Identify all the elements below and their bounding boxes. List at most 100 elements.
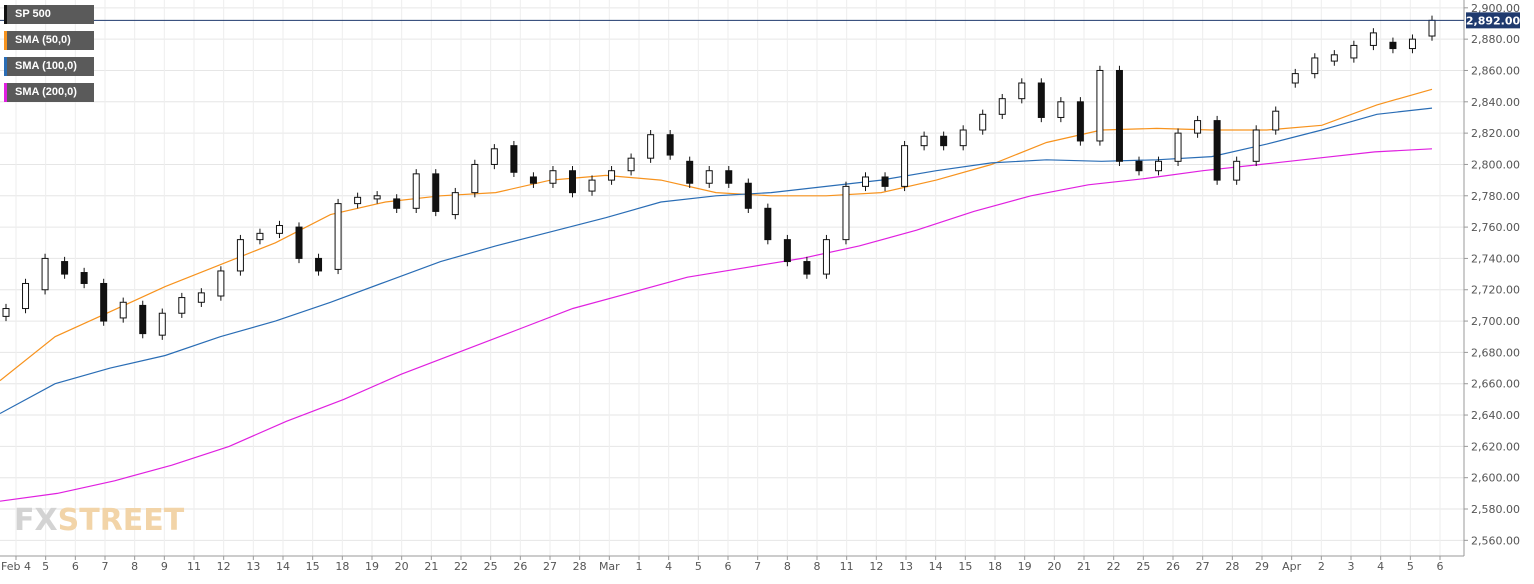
x-tick-label: 20 [395, 560, 409, 573]
y-tick-label: 2,700.00 [1471, 315, 1520, 328]
legend-label: SMA (100,0) [15, 60, 77, 72]
y-tick-label: 2,580.00 [1471, 503, 1520, 516]
x-tick-label: 8 [131, 560, 138, 573]
candle-body [80, 272, 88, 284]
y-tick-label: 2,740.00 [1471, 252, 1520, 265]
candle-body [373, 195, 381, 200]
candle-body [940, 135, 948, 147]
candle-body [803, 261, 811, 275]
x-tick-label: Feb 4 [1, 560, 31, 573]
candle-body [393, 198, 401, 209]
x-tick-label: 9 [161, 560, 168, 573]
candle-body [744, 182, 752, 209]
candlestick-series [2, 15, 1436, 340]
x-tick-label: 11 [840, 560, 854, 573]
x-tick-label: 14 [929, 560, 943, 573]
x-tick-label: 5 [695, 560, 702, 573]
sma-line [0, 148, 1433, 502]
candle-body [979, 113, 987, 131]
y-tick-label: 2,560.00 [1471, 534, 1520, 547]
x-tick-label: 4 [665, 560, 672, 573]
current-price-badge [1466, 12, 1520, 29]
candle-body [158, 312, 166, 336]
candle-body [1174, 132, 1182, 162]
y-tick-label: 2,900.00 [1471, 2, 1520, 15]
legend: SP 500 SMA (50,0) SMA (100,0) SMA (200,0… [4, 5, 94, 109]
legend-item-sp500[interactable]: SP 500 [4, 5, 94, 24]
y-tick-label: 2,820.00 [1471, 127, 1520, 140]
x-tick-label: 29 [1255, 560, 1269, 573]
legend-item-sma50[interactable]: SMA (50,0) [4, 31, 94, 50]
x-tick-label: 22 [454, 560, 468, 573]
candle-body [920, 135, 928, 147]
candle-body [1291, 73, 1299, 84]
x-tick-label: 5 [42, 560, 49, 573]
y-tick-label: 2,620.00 [1471, 440, 1520, 453]
y-tick-label: 2,720.00 [1471, 284, 1520, 297]
x-tick-label: 13 [246, 560, 260, 573]
axis-layer: 2,560.00 2,580.00 2,600.00 2,620.00 2,640.00… [0, 0, 1520, 573]
legend-swatch [4, 83, 7, 102]
candle-body [568, 170, 576, 194]
candle-body [1369, 32, 1377, 46]
y-tick-label: 2,660.00 [1471, 378, 1520, 391]
candle-body [236, 239, 244, 272]
y-tick-label: 2,760.00 [1471, 221, 1520, 234]
candle-body [1408, 38, 1416, 50]
x-tick-label: 14 [276, 560, 290, 573]
x-tick-label: 15 [958, 560, 972, 573]
x-tick-label: 20 [1047, 560, 1061, 573]
x-tick-label: 19 [1018, 560, 1032, 573]
candle-body [197, 292, 205, 303]
candle-body [1350, 44, 1358, 59]
candle-body [549, 170, 557, 184]
candle-body [608, 170, 616, 181]
legend-label: SMA (50,0) [15, 34, 71, 46]
x-tick-label: 18 [335, 560, 349, 573]
candle-body [217, 270, 225, 297]
candle-body [178, 297, 186, 314]
candle-body [901, 145, 909, 187]
sma-line [0, 107, 1433, 415]
candle-body [41, 257, 49, 291]
x-tick-label: 27 [543, 560, 557, 573]
candle-body [256, 232, 264, 241]
x-tick-label: 6 [1437, 560, 1444, 573]
legend-swatch [4, 31, 7, 50]
legend-swatch [4, 57, 7, 76]
candle-body [1018, 82, 1026, 100]
candle-body [451, 192, 459, 216]
x-tick-label: 18 [988, 560, 1002, 573]
candle-body [647, 134, 655, 159]
candle-body [862, 176, 870, 187]
legend-item-sma100[interactable]: SMA (100,0) [4, 57, 94, 76]
current-price-label: 2,892.00 [1466, 14, 1521, 27]
x-tick-label: 8 [784, 560, 791, 573]
candle-body [354, 196, 362, 205]
candle-body [959, 129, 967, 147]
candle-body [725, 170, 733, 184]
candle-body [842, 185, 850, 241]
candle-body [1194, 120, 1202, 134]
x-tick-label: 26 [513, 560, 527, 573]
candle-body [705, 170, 713, 184]
candle-body [1155, 160, 1163, 172]
y-tick-label: 2,880.00 [1471, 33, 1520, 46]
y-tick-label: 2,600.00 [1471, 472, 1520, 485]
candle-body [686, 160, 694, 184]
candle-body [510, 145, 518, 173]
legend-label: SMA (200,0) [15, 86, 77, 98]
x-tick-label: 3 [1348, 560, 1355, 573]
x-tick-label: 8 [814, 560, 821, 573]
candle-body [588, 179, 596, 192]
candle-body [1115, 69, 1123, 162]
candle-body [666, 134, 674, 156]
legend-item-sma200[interactable]: SMA (200,0) [4, 83, 94, 102]
x-tick-label: Apr [1282, 560, 1302, 573]
candle-body [1076, 101, 1084, 142]
x-tick-label: Mar [599, 560, 620, 573]
candle-body [412, 173, 420, 209]
candle-body [1057, 101, 1065, 118]
legend-swatch [4, 5, 7, 24]
